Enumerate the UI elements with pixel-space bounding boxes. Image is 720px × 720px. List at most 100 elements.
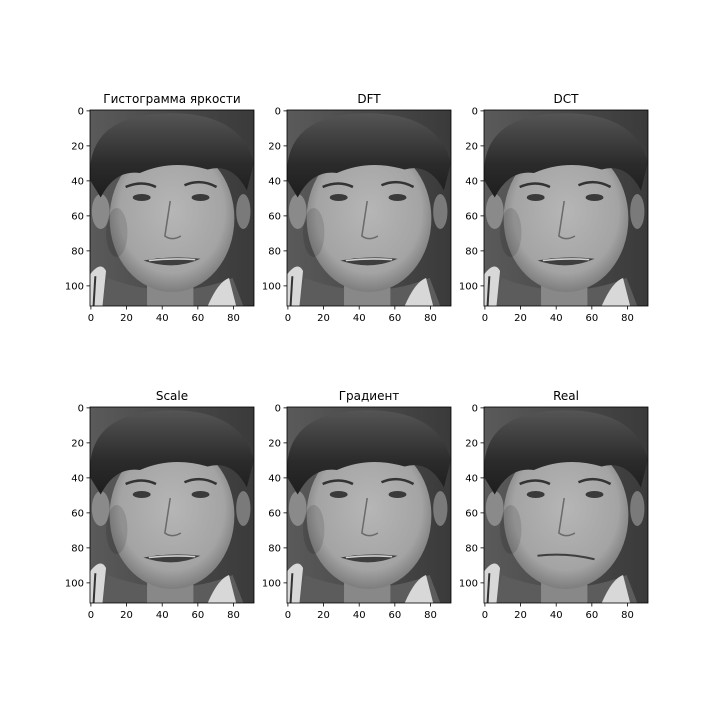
subplot-4: Scale 0 20 40 60 80 0 20 40 60 80 100 [65,389,254,621]
subplot-3: DCT0 20 40 60 80020406080100 [459,92,648,324]
x-tick-label: 40 [156,610,169,621]
panel-title: Real [553,389,579,403]
eye-right [586,491,604,498]
x-tick-label: 40 [550,313,563,324]
y-tick-label: 40 [268,473,281,484]
subplot-2: DFT 0 20 40 60 80 0 20 40 60 80 100 [262,92,451,324]
x-tick-label: 80 [424,610,437,621]
y-tick-label: 0 [275,403,281,414]
x-tick-label: 0 [88,610,94,621]
y-tick-label: 60 [465,508,478,519]
y-tick-label: 20 [268,141,281,152]
face-image [287,407,451,603]
x-tick-label: 40 [353,313,366,324]
eye-right [586,194,604,201]
y-tick-label: 100 [459,578,478,589]
x-tick-label: 40 [156,313,169,324]
face-image [484,110,648,306]
y-tick-label: 80 [465,543,478,554]
eye-left [330,194,348,201]
x-tick-label: 80 [227,610,240,621]
panel-title: Scale [156,389,188,403]
panel-title: DFT [357,92,381,106]
panel-title: DCT [554,92,580,106]
y-tick-label: 40 [465,473,478,484]
x-tick-label: 60 [191,610,204,621]
x-tick-label: 0 [482,610,488,621]
face-image [484,407,648,603]
face-image [90,110,254,306]
eye-right [192,194,210,201]
x-tick-label: 0 [482,313,488,324]
cheek-shadow [500,505,521,554]
ear-right [630,194,644,229]
eye-left [330,491,348,498]
x-tick-label: 20 [120,313,133,324]
y-tick-label: 40 [465,176,478,187]
x-tick-label: 40 [353,610,366,621]
x-tick-label: 20 [514,313,527,324]
face-image [90,407,254,603]
y-tick-label: 40 [268,176,281,187]
y-tick-label: 80 [71,246,84,257]
y-tick-label: 0 [78,106,84,117]
y-tick-label: 100 [65,281,84,292]
x-tick-label: 60 [388,610,401,621]
y-tick-label: 20 [465,141,478,152]
y-tick-label: 60 [71,211,84,222]
y-tick-label: 100 [262,281,281,292]
y-tick-label: 60 [71,508,84,519]
ear-right [236,491,250,526]
y-tick-label: 60 [268,211,281,222]
eye-left [133,194,151,201]
x-tick-label: 60 [388,313,401,324]
eye-right [389,194,407,201]
panel-title: Градиент [339,389,400,403]
y-tick-label: 0 [472,403,478,414]
x-tick-label: 80 [227,313,240,324]
y-tick-label: 80 [71,543,84,554]
eye-left [527,491,545,498]
x-tick-label: 0 [88,313,94,324]
y-tick-label: 0 [78,403,84,414]
y-tick-label: 80 [465,246,478,257]
subplot-1: Гистограмма яркости 0 20 40 60 80 0 20 40 60 80 100 [65,92,254,324]
y-tick-label: 60 [268,508,281,519]
subplot-5: Градиент0 20 40 60 80020406080100 [262,389,451,621]
eye-left [133,491,151,498]
y-tick-label: 40 [71,473,84,484]
x-tick-label: 0 [285,610,291,621]
y-tick-label: 100 [459,281,478,292]
x-tick-label: 80 [621,313,634,324]
cheek-shadow [106,208,127,257]
x-tick-label: 0 [285,313,291,324]
y-tick-label: 20 [71,141,84,152]
subplot-6: Real 0 20 40 60 80 0 20 40 60 80 100 [459,389,648,621]
x-tick-label: 80 [424,313,437,324]
panel-title: Гистограмма яркости [103,92,240,106]
y-tick-label: 40 [71,176,84,187]
y-tick-label: 20 [268,438,281,449]
eye-left [527,194,545,201]
x-tick-label: 20 [317,610,330,621]
x-tick-label: 20 [514,610,527,621]
cheek-shadow [303,505,324,554]
eye-right [389,491,407,498]
cheek-shadow [303,208,324,257]
y-tick-label: 20 [465,438,478,449]
x-tick-label: 60 [585,313,598,324]
x-tick-label: 80 [621,610,634,621]
x-tick-label: 60 [191,313,204,324]
x-tick-label: 20 [317,313,330,324]
y-tick-label: 80 [268,246,281,257]
x-tick-label: 20 [120,610,133,621]
y-tick-label: 20 [71,438,84,449]
y-tick-label: 0 [472,106,478,117]
ear-right [630,491,644,526]
ear-right [433,491,447,526]
y-tick-label: 100 [262,578,281,589]
x-tick-label: 60 [585,610,598,621]
y-tick-label: 100 [65,578,84,589]
cheek-shadow [106,505,127,554]
